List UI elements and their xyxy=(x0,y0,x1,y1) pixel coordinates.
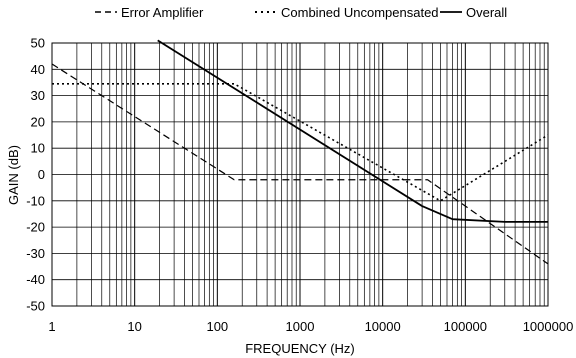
y-tick-label: 40 xyxy=(31,62,45,77)
x-tick-label: 1000000 xyxy=(523,319,574,334)
y-tick-label: 50 xyxy=(31,36,45,51)
series-line-combined-uncompensated xyxy=(52,82,549,202)
y-tick-label: -50 xyxy=(26,299,45,314)
y-tick-labels: 50 40 30 20 10 0 -10 -20 -30 -40 -50 xyxy=(26,36,45,314)
legend-label-error-amplifier: Error Amplifier xyxy=(121,5,204,20)
y-axis-title: GAIN (dB) xyxy=(6,145,21,205)
x-tick-label: 100 xyxy=(206,319,228,334)
y-tick-label: -40 xyxy=(26,272,45,287)
legend: Error Amplifier Combined Uncompensated O… xyxy=(95,5,507,20)
plot-border xyxy=(51,42,549,307)
x-tick-label: 10 xyxy=(127,319,141,334)
x-tick-label: 1000 xyxy=(286,319,315,334)
grid xyxy=(51,42,548,307)
x-tick-label: 100000 xyxy=(444,319,487,334)
y-tick-label: -30 xyxy=(26,246,45,261)
y-tick-label: -20 xyxy=(26,220,45,235)
legend-label-combined-uncompensated: Combined Uncompensated xyxy=(281,5,439,20)
series-layer xyxy=(51,39,549,265)
legend-label-overall: Overall xyxy=(466,5,507,20)
y-tick-label: 30 xyxy=(31,88,45,103)
y-tick-label: 0 xyxy=(38,167,45,182)
x-axis-title: FREQUENCY (Hz) xyxy=(245,341,355,356)
y-tick-label: 10 xyxy=(31,141,45,156)
x-tick-labels: 1 10 100 1000 10000 100000 1000000 xyxy=(48,319,573,334)
series-line-error-amplifier xyxy=(51,63,549,265)
y-tick-label: 20 xyxy=(31,114,45,129)
series-line-overall xyxy=(157,39,548,223)
x-tick-label: 10000 xyxy=(365,319,401,334)
x-tick-label: 1 xyxy=(48,319,55,334)
y-tick-label: -10 xyxy=(26,193,45,208)
